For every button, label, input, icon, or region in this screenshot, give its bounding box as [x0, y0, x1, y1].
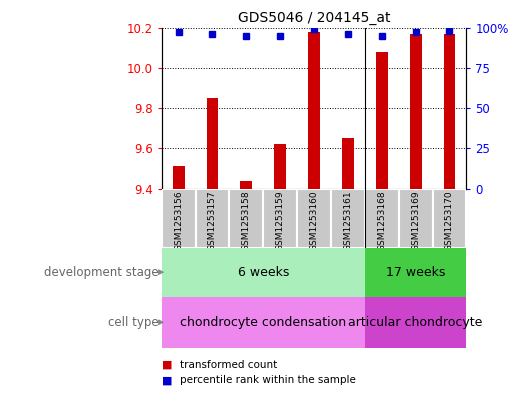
Bar: [376, 51, 387, 189]
Text: GSM1253159: GSM1253159: [276, 190, 285, 251]
Text: GSM1253168: GSM1253168: [377, 190, 386, 251]
Bar: [410, 33, 421, 189]
Text: GSM1253160: GSM1253160: [310, 190, 319, 251]
Text: GSM1253170: GSM1253170: [445, 190, 454, 251]
Bar: [173, 167, 184, 189]
Bar: [196, 189, 229, 248]
Bar: [162, 297, 365, 348]
Text: percentile rank within the sample: percentile rank within the sample: [180, 375, 356, 386]
Text: transformed count: transformed count: [180, 360, 277, 370]
Text: ■: ■: [162, 360, 172, 370]
Bar: [365, 297, 466, 348]
Text: cell type: cell type: [108, 316, 159, 329]
Bar: [444, 33, 455, 189]
Bar: [331, 189, 365, 248]
Bar: [432, 189, 466, 248]
Text: development stage: development stage: [45, 266, 159, 279]
Text: GSM1253169: GSM1253169: [411, 190, 420, 251]
Text: GSM1253161: GSM1253161: [343, 190, 352, 251]
Text: 6 weeks: 6 weeks: [237, 266, 289, 279]
Bar: [365, 248, 466, 297]
Bar: [162, 189, 196, 248]
Text: articular chondrocyte: articular chondrocyte: [348, 316, 483, 329]
Bar: [342, 138, 354, 189]
Bar: [297, 189, 331, 248]
Text: ■: ■: [162, 375, 172, 386]
Text: GSM1253156: GSM1253156: [174, 190, 183, 251]
Text: chondrocyte condensation: chondrocyte condensation: [180, 316, 346, 329]
Text: GSM1253158: GSM1253158: [242, 190, 251, 251]
Bar: [162, 248, 365, 297]
Text: 17 weeks: 17 weeks: [386, 266, 445, 279]
Bar: [207, 98, 218, 189]
Bar: [365, 189, 399, 248]
Bar: [263, 189, 297, 248]
Title: GDS5046 / 204145_at: GDS5046 / 204145_at: [238, 11, 390, 25]
Bar: [399, 189, 432, 248]
Text: GSM1253157: GSM1253157: [208, 190, 217, 251]
Bar: [274, 144, 286, 189]
Bar: [241, 181, 252, 189]
Bar: [308, 31, 320, 189]
Bar: [229, 189, 263, 248]
